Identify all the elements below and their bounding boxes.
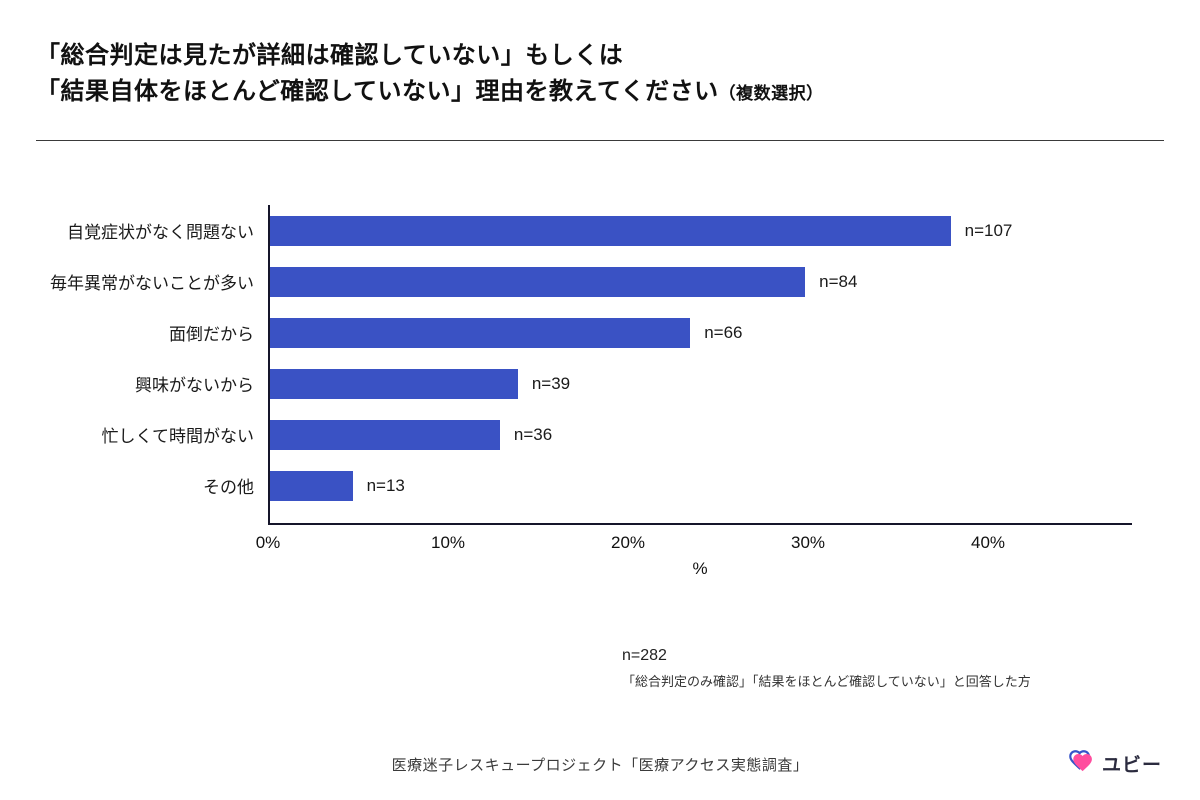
bar-value-label: n=84 bbox=[819, 271, 858, 291]
bar bbox=[270, 266, 806, 297]
chart-title: 「総合判定は見たが詳細は確認していない」もしくは 「結果自体をほとんど確認してい… bbox=[36, 38, 1164, 112]
x-tick-label: 20% bbox=[610, 533, 646, 552]
ubie-logo: ユビー bbox=[1068, 748, 1162, 779]
chart-title-line1: 「総合判定は見たが詳細は確認していない」もしくは bbox=[36, 42, 624, 69]
category-label: 面倒だから bbox=[169, 325, 254, 344]
category-label: その他 bbox=[203, 478, 254, 497]
plot-area: n=107 n=84 n=66 n=39 n=36 n=13 bbox=[268, 205, 1132, 525]
bar-row: n=107 bbox=[270, 205, 1132, 256]
bar-value-label: n=13 bbox=[366, 475, 405, 495]
category-label: 毎年異常がないことが多い bbox=[50, 274, 254, 293]
bar-row: n=13 bbox=[270, 460, 1132, 511]
x-axis-label: % bbox=[692, 559, 708, 578]
title-divider bbox=[36, 140, 1164, 141]
bar bbox=[270, 368, 518, 399]
x-tick-label: 40% bbox=[970, 533, 1006, 552]
x-axis-ticks: 0% 10% 20% 30% 40% bbox=[256, 525, 1132, 559]
bar bbox=[270, 317, 691, 348]
bar-value-label: n=66 bbox=[704, 322, 743, 342]
category-axis: 自覚症状がなく問題ない毎年異常がないことが多い面倒だから興味がないから忙しくて時… bbox=[36, 205, 268, 525]
x-tick-label: 10% bbox=[430, 533, 466, 552]
bar-value-label: n=39 bbox=[531, 373, 571, 393]
bar bbox=[270, 215, 951, 246]
sample-note: n=282 「総合判定のみ確認」「結果をほとんど確認していない」と回答した方 bbox=[36, 647, 1164, 690]
category-label: 自覚症状がなく問題ない bbox=[67, 223, 254, 242]
chart-title-line2: 「結果自体をほとんど確認していない」理由を教えてください bbox=[36, 78, 719, 105]
page-footer: 医療迷子レスキュープロジェクト「医療アクセス実態調査」 ユビー bbox=[36, 746, 1164, 782]
x-tick-label: 30% bbox=[790, 533, 826, 552]
bar-chart: 自覚症状がなく問題ない毎年異常がないことが多い面倒だから興味がないから忙しくて時… bbox=[36, 205, 1164, 585]
category-label: 忙しくて時間がない bbox=[101, 427, 255, 446]
category-label: 興味がないから bbox=[135, 376, 254, 395]
bar-row: n=84 bbox=[270, 256, 1132, 307]
x-tick-label: 0% bbox=[255, 533, 281, 552]
source-text: 医療迷子レスキュープロジェクト「医療アクセス実態調査」 bbox=[391, 757, 809, 774]
chart-header: 「総合判定は見たが詳細は確認していない」もしくは 「結果自体をほとんど確認してい… bbox=[36, 38, 1164, 141]
bar-row: n=36 bbox=[270, 409, 1132, 460]
bar bbox=[270, 470, 353, 501]
bar-row: n=39 bbox=[270, 358, 1132, 409]
bar bbox=[270, 419, 500, 450]
brand-name: ユビー bbox=[1101, 755, 1162, 776]
heart-icon bbox=[1068, 748, 1096, 779]
bar-value-label: n=36 bbox=[513, 424, 553, 444]
bar-row: n=66 bbox=[270, 307, 1132, 358]
chart-title-suffix: （複数選択） bbox=[718, 84, 824, 103]
sample-description: 「総合判定のみ確認」「結果をほとんど確認していない」と回答した方 bbox=[622, 674, 1031, 689]
bar-value-label: n=107 bbox=[964, 220, 1013, 240]
sample-size: n=282 bbox=[622, 647, 667, 664]
